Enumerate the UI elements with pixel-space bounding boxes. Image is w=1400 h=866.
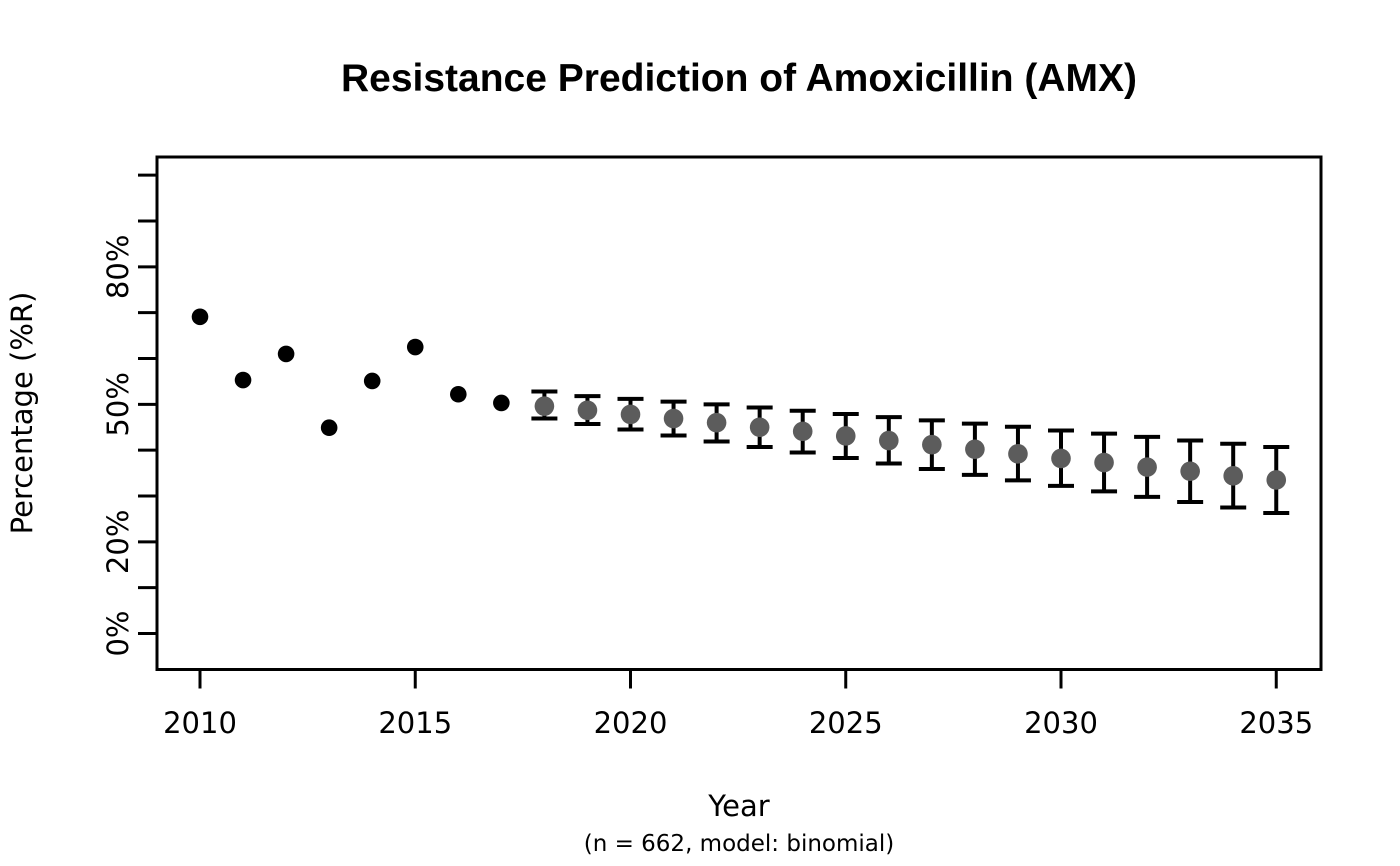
y-axis-label: Percentage (%R)	[5, 292, 39, 535]
predicted-point	[1137, 457, 1157, 477]
chart-title: Resistance Prediction of Amoxicillin (AM…	[341, 57, 1137, 100]
x-tick-label: 2030	[1024, 706, 1098, 740]
predicted-point	[835, 426, 856, 446]
predicted-point	[1008, 444, 1028, 464]
x-tick-label: 2010	[163, 706, 237, 740]
predicted-point	[706, 412, 727, 433]
predicted-point	[965, 439, 985, 460]
predicted-point	[749, 417, 770, 438]
x-tick-label: 2035	[1239, 706, 1313, 740]
observed-point	[493, 394, 510, 412]
x-tick-label: 2020	[594, 706, 668, 740]
predicted-point	[1180, 461, 1200, 482]
predicted-point	[1094, 452, 1114, 473]
predicted-point	[922, 434, 942, 455]
predicted-point	[1223, 466, 1243, 486]
observed-point	[277, 345, 295, 363]
data-points	[191, 308, 1290, 515]
predicted-point	[792, 421, 813, 442]
observed-point	[234, 371, 252, 389]
observed-point	[406, 338, 424, 356]
observed-point	[191, 308, 209, 326]
predicted-point	[1051, 448, 1071, 469]
x-axis-label: Year	[707, 789, 769, 823]
predicted-point	[577, 400, 598, 421]
y-tick-label: 20%	[101, 510, 135, 574]
observed-point	[363, 372, 381, 390]
x-tick-label: 2025	[809, 706, 883, 740]
observed-point	[450, 385, 467, 403]
predicted-point	[879, 430, 899, 451]
model-caption: (n = 662, model: binomial)	[584, 831, 895, 857]
plot-box	[155, 155, 1323, 671]
predicted-point	[663, 408, 684, 429]
y-tick-label: 80%	[101, 235, 135, 299]
x-axis-ticks: 2010 2015 2020 2025 2030 2035	[163, 669, 1313, 740]
y-axis-ticks: 0% 20% 50% 80%	[101, 173, 157, 657]
predicted-point	[1266, 470, 1287, 490]
observed-point	[320, 419, 338, 437]
predicted-point	[534, 396, 555, 416]
predicted-point	[620, 404, 641, 425]
x-tick-label: 2015	[378, 706, 452, 740]
y-tick-label: 0%	[101, 610, 135, 656]
y-tick-label: 50%	[101, 372, 135, 436]
